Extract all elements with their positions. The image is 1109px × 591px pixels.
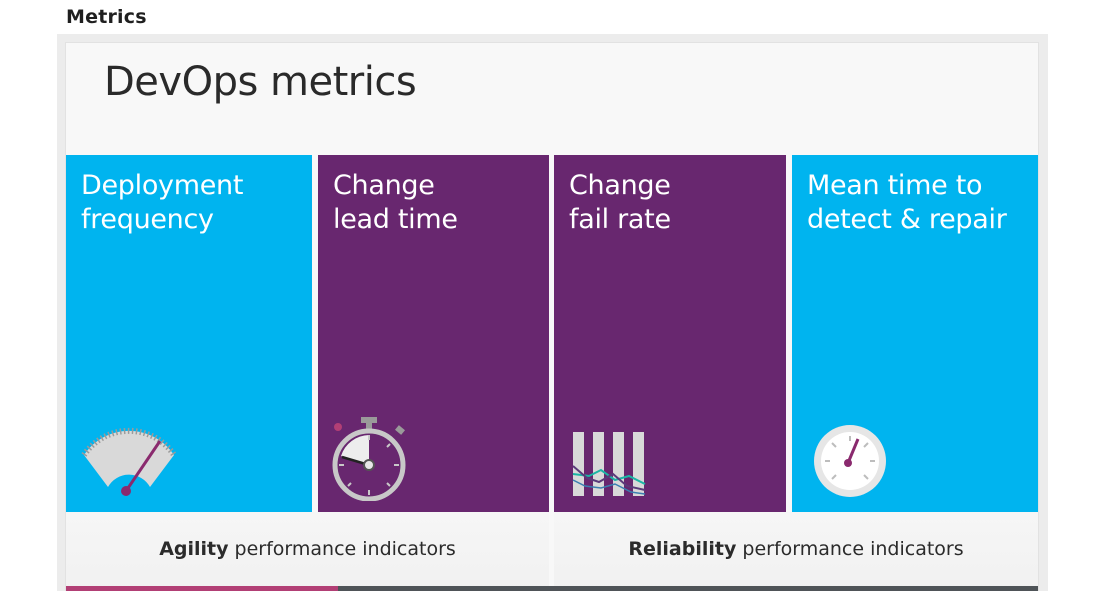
tile-mean-time-to-detect-repair: Mean time to detect & repair — [792, 155, 1038, 512]
page-heading: Metrics — [66, 6, 147, 28]
tile-label: Deployment frequency — [81, 170, 244, 235]
stopwatch-icon — [332, 417, 406, 501]
tile-label: Mean time to detect & repair — [807, 170, 1007, 235]
tile-deployment-frequency: Deployment frequency — [66, 155, 312, 512]
video-progress-bar[interactable] — [66, 586, 1038, 591]
band-rest: performance indicators — [736, 538, 964, 560]
bar-chart-icon — [572, 432, 646, 496]
speedometer-icon — [81, 427, 177, 496]
agility-caption: Agility performance indicators — [66, 538, 549, 560]
slide: DevOps metrics Deployment frequency Chan… — [66, 43, 1038, 591]
tile-change-lead-time: Change lead time — [318, 155, 549, 512]
video-progress-fill — [66, 586, 339, 591]
tile-label: Change fail rate — [569, 170, 671, 235]
band-bold: Agility — [159, 538, 229, 560]
tile-change-fail-rate: Change fail rate — [554, 155, 786, 512]
gauge-icon — [814, 425, 886, 497]
reliability-caption: Reliability performance indicators — [554, 538, 1038, 560]
reliability-band: Reliability performance indicators — [554, 512, 1038, 591]
slide-title: DevOps metrics — [104, 59, 417, 105]
band-rest: performance indicators — [228, 538, 456, 560]
band-bold: Reliability — [628, 538, 737, 560]
agility-band: Agility performance indicators — [66, 512, 549, 591]
tile-label: Change lead time — [333, 170, 458, 235]
